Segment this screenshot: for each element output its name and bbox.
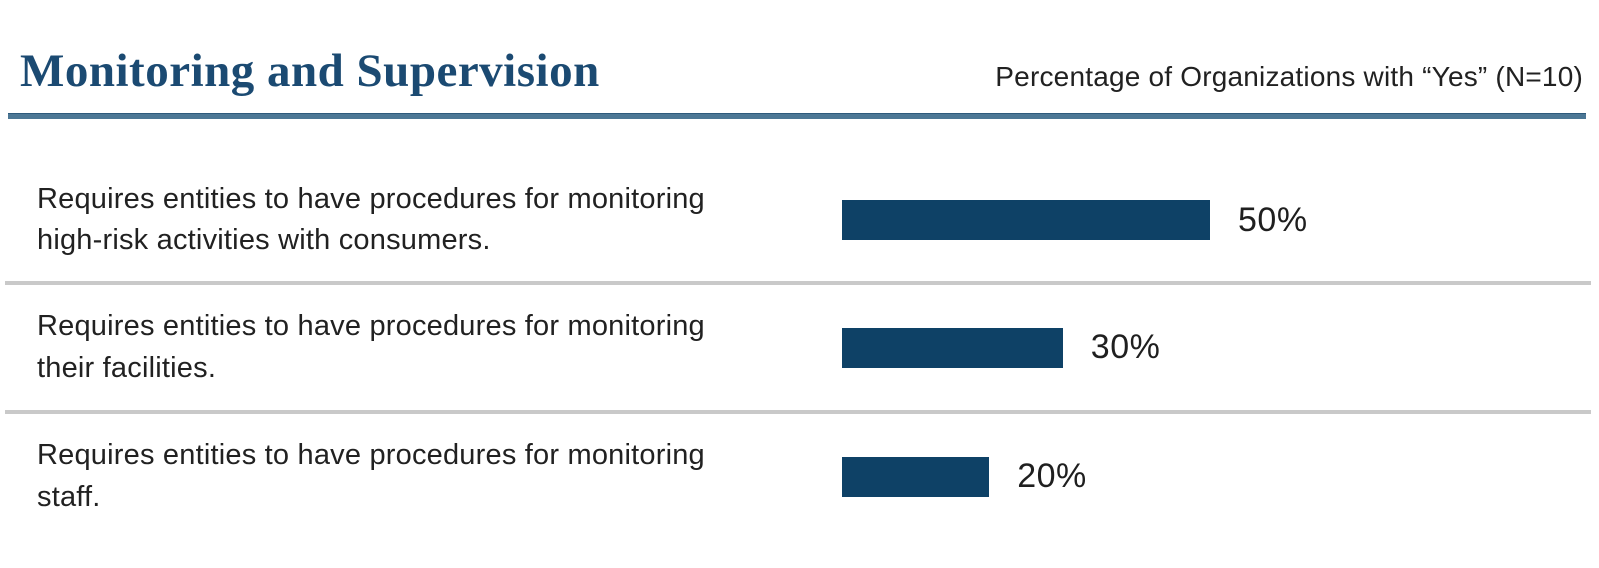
header-rule <box>8 113 1586 120</box>
chart-row: Requires entities to have procedures for… <box>0 159 1599 281</box>
category-label: Requires entities to have procedures for… <box>37 310 705 384</box>
category-label: Requires entities to have procedures for… <box>37 439 705 513</box>
chart-row: Requires entities to have procedures for… <box>0 414 1599 539</box>
category-label: Requires entities to have procedures for… <box>37 182 705 257</box>
bar-value-label: 30% <box>1090 328 1161 367</box>
bar <box>842 456 990 497</box>
row-divider <box>5 281 1591 286</box>
bar-value-label: 50% <box>1238 200 1308 239</box>
bar-zone: 30% <box>842 327 1599 368</box>
chart-header: Monitoring and Supervision Percentage of… <box>0 0 1599 98</box>
chart-title: Monitoring and Supervision <box>20 45 600 97</box>
bar-zone: 20% <box>842 456 1599 497</box>
chart-row: Requires entities to have procedures for… <box>0 285 1599 410</box>
bar <box>842 327 1063 368</box>
row-divider <box>5 410 1591 415</box>
bar-value-label: 20% <box>1017 457 1087 496</box>
bar-zone: 50% <box>842 200 1599 241</box>
chart-subtitle: Percentage of Organizations with “Yes” (… <box>995 61 1583 92</box>
bar <box>842 200 1210 241</box>
